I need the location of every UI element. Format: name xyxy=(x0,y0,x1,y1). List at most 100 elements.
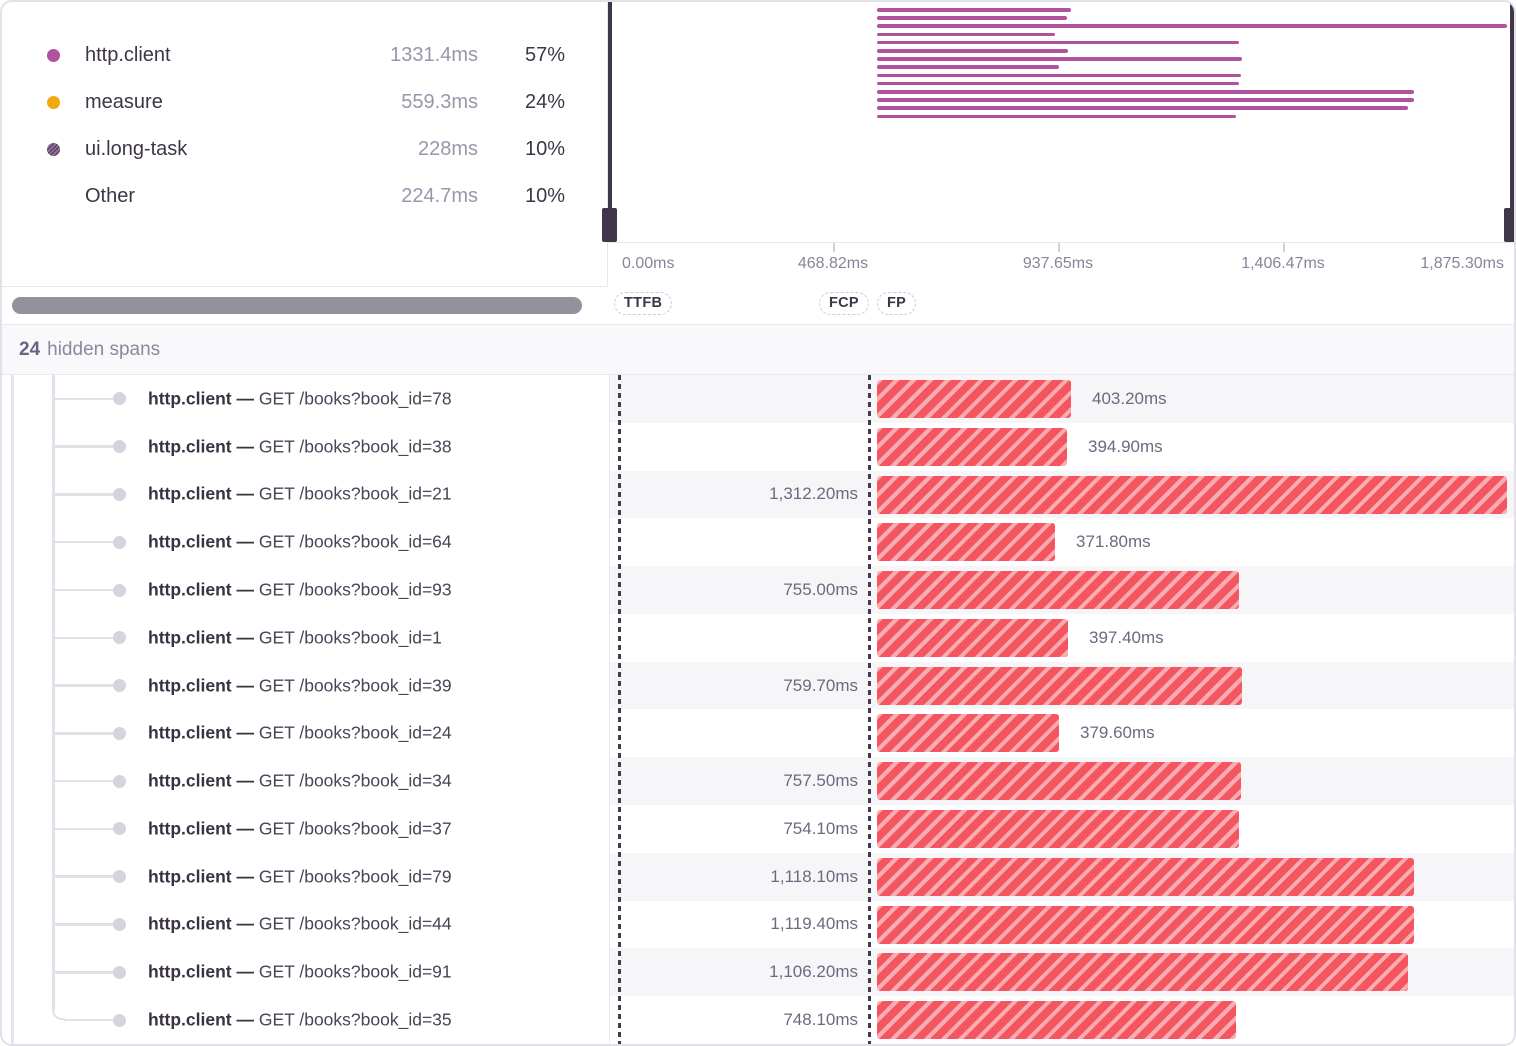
minimap-right-handle[interactable] xyxy=(1510,2,1514,242)
span-duration-bar[interactable] xyxy=(877,427,1067,466)
span-tree-row[interactable]: http.client — GET /books?book_id=78 xyxy=(2,375,609,423)
span-tree-panel: http.client — GET /books?book_id=78 http.… xyxy=(2,375,610,1044)
legend-item-duration: 559.3ms xyxy=(401,91,478,113)
span-title: http.client — GET /books?book_id=44 xyxy=(148,914,452,935)
vital-line-fcp xyxy=(868,375,871,1044)
span-waterfall-row[interactable]: 394.90ms xyxy=(610,423,1514,471)
span-description: GET /books?book_id=79 xyxy=(258,866,452,887)
span-title: http.client — GET /books?book_id=34 xyxy=(148,771,452,792)
span-tree-row[interactable]: http.client — GET /books?book_id=1 xyxy=(2,614,609,662)
tree-branch-line xyxy=(53,732,115,735)
span-waterfall-row[interactable]: 755.00ms xyxy=(610,566,1514,614)
tree-branch-line xyxy=(53,636,115,640)
span-waterfall-row[interactable]: 754.10ms xyxy=(610,805,1514,853)
axis-tick-mark xyxy=(1058,243,1060,252)
tree-branch-line xyxy=(53,493,115,496)
span-title: http.client — GET /books?book_id=39 xyxy=(148,675,452,696)
span-op: http.client — xyxy=(148,531,259,552)
legend-item: measure 559.3ms 24% xyxy=(2,79,607,126)
span-waterfall-row[interactable]: 1,312.20ms xyxy=(610,470,1514,519)
legend-item: Other 224.7ms 10% xyxy=(2,173,607,220)
span-waterfall-row[interactable]: 379.60ms xyxy=(610,709,1514,757)
span-waterfall-row[interactable]: 397.40ms xyxy=(610,614,1514,662)
span-op: http.client — xyxy=(148,483,259,504)
axis-tick-label: 0.00ms xyxy=(622,255,675,272)
hidden-spans-row[interactable]: 24 hidden spans xyxy=(2,325,1514,375)
legend-item-name: measure xyxy=(85,91,163,113)
span-waterfall-row[interactable]: 1,106.20ms xyxy=(610,948,1514,997)
span-tree-row[interactable]: http.client — GET /books?book_id=34 xyxy=(2,757,609,805)
minimap-span-bar xyxy=(877,114,1236,119)
span-waterfall-row[interactable]: 403.20ms xyxy=(610,375,1514,423)
span-list: http.client — GET /books?book_id=78 http.… xyxy=(2,375,1514,1044)
span-waterfall-row[interactable]: 1,119.40ms xyxy=(610,901,1514,949)
span-duration-bar[interactable] xyxy=(877,523,1055,562)
tree-node-dot xyxy=(113,774,126,788)
tree-trunk-corner xyxy=(52,1009,65,1021)
span-waterfall-row[interactable]: 757.50ms xyxy=(610,757,1514,806)
minimap-span-bar xyxy=(877,24,1507,28)
span-duration-bar[interactable] xyxy=(877,571,1239,610)
span-title: http.client — GET /books?book_id=37 xyxy=(148,818,452,839)
tree-node-dot xyxy=(113,726,126,740)
span-duration-label: 371.80ms xyxy=(1076,532,1151,552)
horizontal-scrollbar[interactable] xyxy=(12,297,582,314)
span-duration-label: 757.50ms xyxy=(783,771,858,791)
span-waterfall-row[interactable]: 748.10ms xyxy=(610,996,1514,1044)
span-tree-row[interactable]: http.client — GET /books?book_id=35 xyxy=(2,996,609,1044)
span-tree-row[interactable]: http.client — GET /books?book_id=91 xyxy=(2,948,609,996)
span-op: http.client — xyxy=(148,818,259,839)
span-duration-bar[interactable] xyxy=(877,380,1071,418)
minimap-right-handle-grip[interactable] xyxy=(1504,208,1514,242)
span-tree-row[interactable]: http.client — GET /books?book_id=39 xyxy=(2,662,609,710)
legend-item-percent: 10% xyxy=(524,138,565,160)
span-op: http.client — xyxy=(148,579,259,600)
span-duration-bar[interactable] xyxy=(877,857,1414,896)
span-waterfall-row[interactable]: 1,118.10ms xyxy=(610,852,1514,901)
span-duration-bar[interactable] xyxy=(877,762,1241,801)
span-op: http.client — xyxy=(148,675,259,696)
span-duration-bar[interactable] xyxy=(877,905,1414,944)
span-description: GET /books?book_id=91 xyxy=(258,961,452,982)
span-duration-bar[interactable] xyxy=(877,666,1242,705)
span-description: GET /books?book_id=34 xyxy=(258,770,452,791)
tree-branch-line xyxy=(53,827,115,831)
minimap-left-handle-grip[interactable] xyxy=(602,208,617,242)
tree-branch-line xyxy=(53,875,115,878)
span-tree-row[interactable]: http.client — GET /books?book_id=24 xyxy=(2,709,609,757)
span-duration-bar[interactable] xyxy=(877,1001,1236,1040)
span-duration-label: 1,106.20ms xyxy=(769,962,858,982)
vital-badge-fcp: FCP xyxy=(819,292,869,315)
vitals-row: TTFB FCP FP xyxy=(2,287,1514,325)
tree-node-dot xyxy=(113,1013,126,1027)
tree-node-dot xyxy=(113,917,126,931)
minimap-span-bar xyxy=(877,8,1071,12)
span-duration-bar[interactable] xyxy=(877,953,1408,992)
span-op: http.client — xyxy=(148,866,259,887)
span-duration-bar[interactable] xyxy=(877,714,1059,753)
span-tree-row[interactable]: http.client — GET /books?book_id=93 xyxy=(2,566,609,614)
span-description: GET /books?book_id=35 xyxy=(258,1009,452,1030)
tree-node-dot xyxy=(113,392,126,406)
span-duration-bar[interactable] xyxy=(877,475,1507,514)
trace-minimap[interactable] xyxy=(602,2,1514,242)
span-tree-row[interactable]: http.client — GET /books?book_id=64 xyxy=(2,518,609,566)
legend-item-duration: 1331.4ms xyxy=(390,44,478,66)
time-axis: 0.00ms 468.82ms 937.65ms 1,406.47ms 1,875.30… xyxy=(608,242,1514,287)
legend-item-name: Other xyxy=(85,185,136,207)
legend-item-percent: 10% xyxy=(524,185,565,207)
span-tree-row[interactable]: http.client — GET /books?book_id=37 xyxy=(2,805,609,853)
legend-color-dot-http.client xyxy=(47,49,60,62)
span-waterfall-row[interactable]: 371.80ms xyxy=(610,518,1514,566)
span-tree-row[interactable]: http.client — GET /books?book_id=38 xyxy=(2,423,609,471)
minimap-left-handle[interactable] xyxy=(608,2,612,242)
axis-tick-mark xyxy=(1283,243,1285,252)
span-tree-row[interactable]: http.client — GET /books?book_id=79 xyxy=(2,853,609,901)
tree-branch-line xyxy=(53,445,115,448)
span-tree-row[interactable]: http.client — GET /books?book_id=44 xyxy=(2,901,609,949)
span-title: http.client — GET /books?book_id=38 xyxy=(148,436,452,457)
span-waterfall-row[interactable]: 759.70ms xyxy=(610,661,1514,710)
span-duration-bar[interactable] xyxy=(877,810,1239,849)
span-tree-row[interactable]: http.client — GET /books?book_id=21 xyxy=(2,471,609,519)
span-duration-bar[interactable] xyxy=(877,618,1068,657)
